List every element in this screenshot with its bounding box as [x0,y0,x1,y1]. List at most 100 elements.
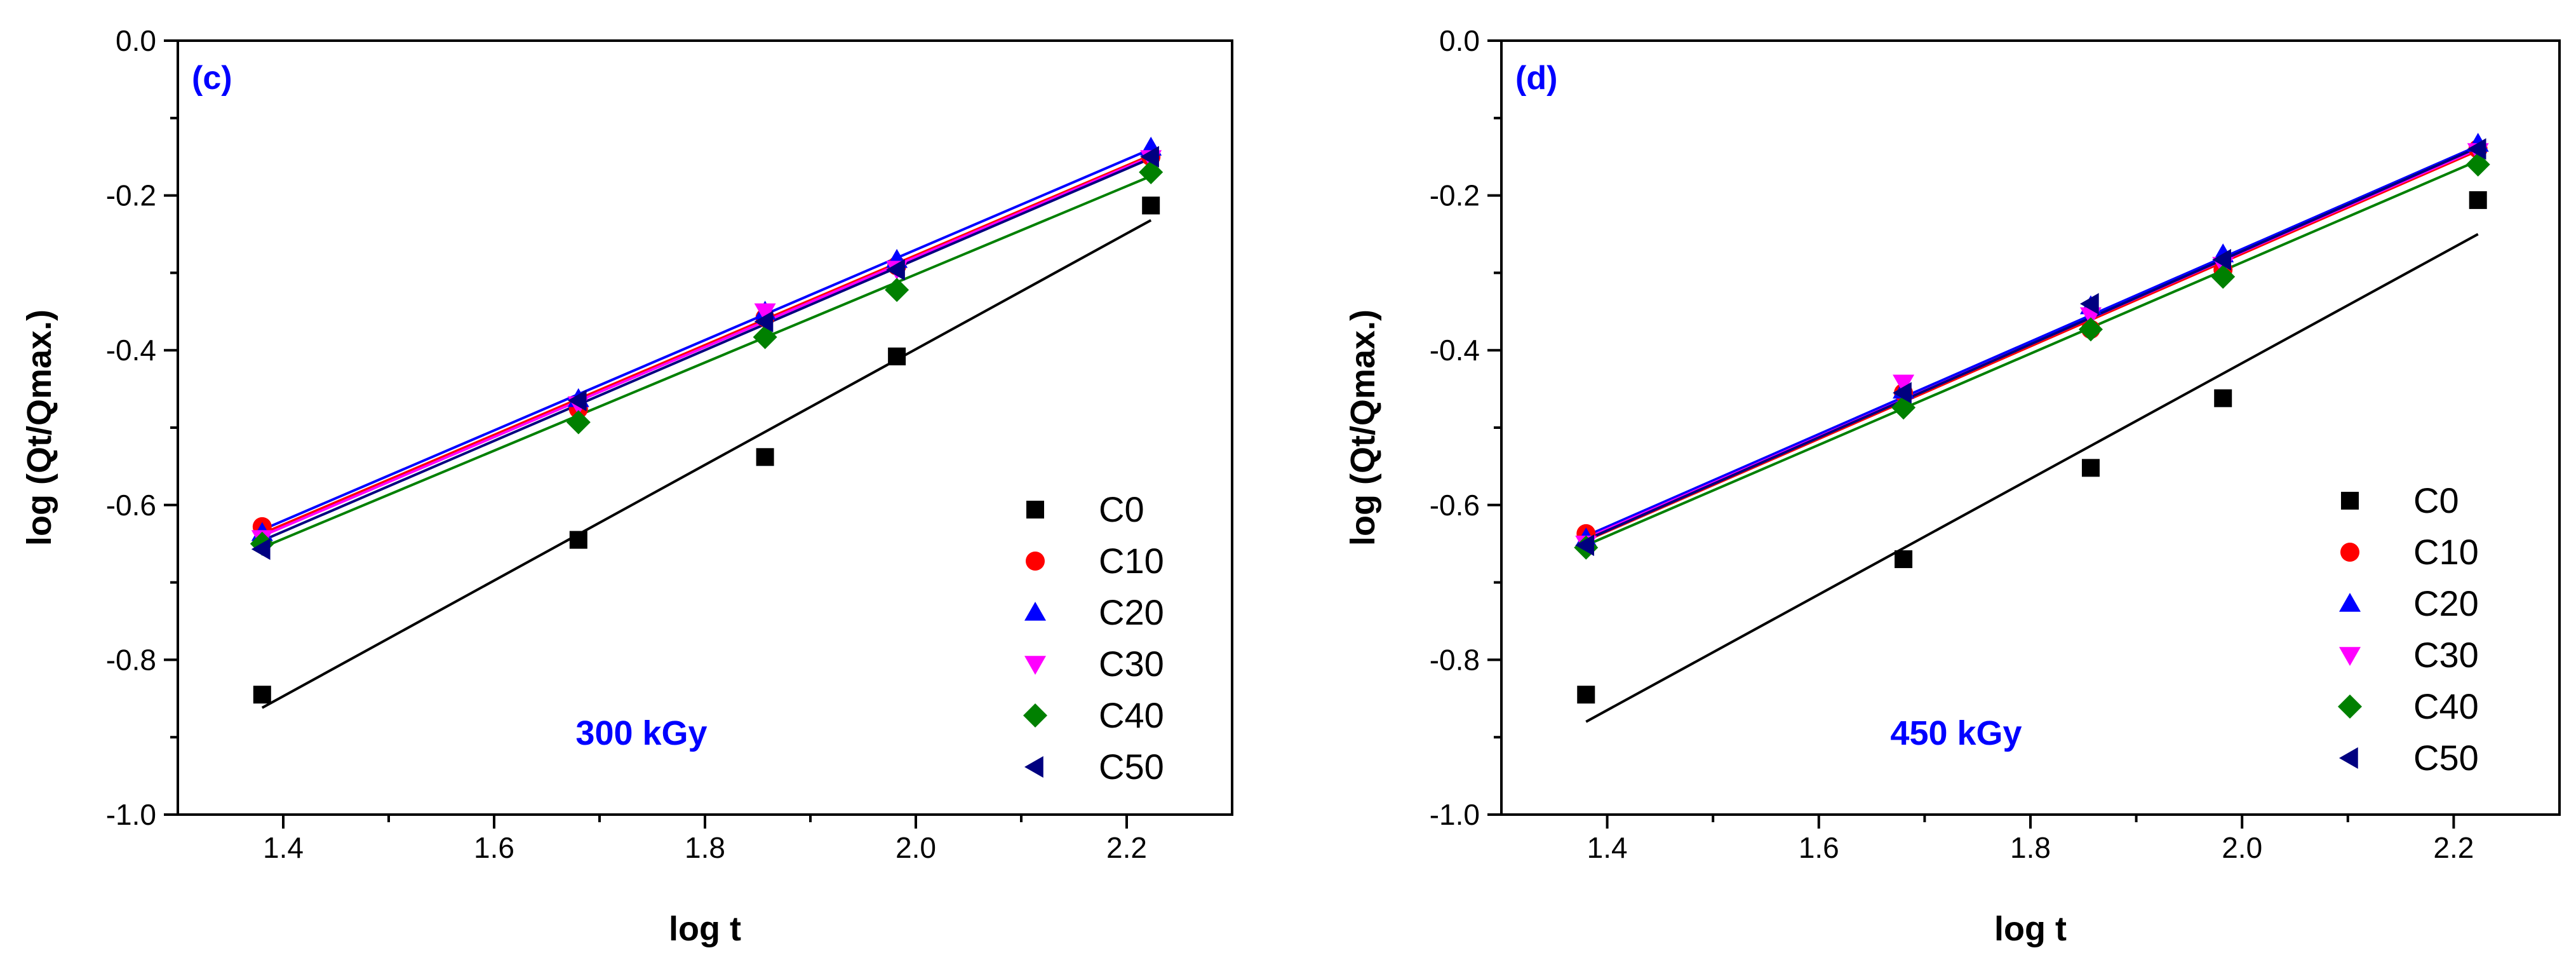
legend-marker-c40 [1023,703,1047,728]
data-point [2081,459,2100,477]
fit-line-c20 [262,147,1151,531]
y-tick-label: -0.8 [106,643,156,676]
y-tick-label: -0.6 [1430,489,1480,522]
legend-label-c50: C50 [2413,738,2479,778]
y-axis-label: log (Qt/Qmax.) [1344,309,1382,546]
legend-label-c30: C30 [2413,635,2479,675]
fit-line-c50 [1585,146,2479,541]
dose-annotation: 450 kGy [1890,714,2022,752]
legend-marker-c50 [2339,747,2358,769]
y-tick-label: -0.4 [1430,334,1480,367]
legend-marker-c50 [1024,756,1043,778]
fit-line-c40 [1585,159,2479,546]
x-tick-label: 2.2 [1106,831,1147,864]
legend-label-c20: C20 [2413,583,2479,623]
data-point [251,538,271,560]
legend-marker-c30 [1024,656,1046,675]
legend-marker-c30 [2339,647,2361,666]
data-point [569,531,587,549]
data-point [2469,191,2487,209]
legend-label-c20: C20 [1099,592,1164,632]
data-point [2212,248,2231,271]
data-point [253,686,271,704]
fit-line-c40 [262,175,1151,549]
panel-label: (d) [1515,60,1557,97]
y-tick-label: -0.8 [1430,643,1480,676]
x-tick-label: 1.4 [1587,831,1628,864]
series-c50 [251,146,1159,560]
data-point [1895,550,1913,569]
legend-label-c10: C10 [1099,541,1164,581]
legend-marker-c0 [1026,501,1044,518]
x-tick-label: 2.2 [2433,831,2474,864]
legend-marker-c10 [2340,543,2359,562]
plot-frame [1500,39,2561,816]
fit-line-c30 [262,155,1151,538]
legend-label-c30: C30 [1099,644,1164,684]
y-tick-label: -0.2 [106,179,156,212]
x-tick-label: 1.4 [263,831,304,864]
y-tick-label: -1.0 [106,798,156,831]
data-point [1575,534,1595,557]
x-tick-label: 1.6 [474,831,514,864]
chart-panel-1: 1.4 1.6 1.8 2.0 2.2 0.0 -0.2 -0.4 -0.6 -0.8 -1.0 lo… [20,24,1233,948]
data-point [885,278,909,302]
legend-label-c10: C10 [2413,532,2479,572]
legend-marker-c20 [1024,602,1046,621]
x-axis-label: log t [1994,910,2067,948]
series-c50 [1575,138,2486,557]
chart-panel-2: 1.4 1.6 1.8 2.0 2.2 0.0 -0.2 -0.4 -0.6 -0.8 -1.0 lo… [1344,24,2561,948]
data-point [1140,146,1159,168]
legend-marker-c40 [2338,695,2362,719]
fit-line-c10 [262,154,1151,535]
data-point [886,259,905,281]
panel-label: (c) [192,60,232,97]
data-point [2214,389,2232,407]
fit-line-c0 [1585,233,2479,723]
series-c0 [253,196,1160,704]
x-tick-label: 1.8 [2010,831,2051,864]
y-tick-label: 0.0 [1439,24,1480,57]
y-tick-label: 0.0 [116,24,156,57]
data-point [1893,382,1912,404]
legend: C0 C10 C20 C30 C40 C50 [2338,480,2479,778]
legend-label-c40: C40 [2413,686,2479,726]
legend-label-c50: C50 [1099,747,1164,787]
data-point [567,390,587,412]
dose-annotation: 300 kGy [575,714,707,752]
fit-line-c50 [262,157,1151,542]
x-tick-label: 2.0 [896,831,936,864]
data-point [754,311,774,333]
data-point [1893,374,1915,394]
plot-frame [177,39,1233,816]
legend-marker-c20 [2339,593,2361,612]
legend: C0 C10 C20 C30 C40 C50 [1023,489,1164,787]
fit-line-c0 [261,219,1152,709]
data-point [2467,138,2486,160]
y-tick-label: -0.2 [1430,179,1480,212]
x-axis-label: log t [669,910,741,948]
data-point [888,347,906,365]
data-point [754,303,776,323]
x-tick-label: 1.6 [1799,831,1839,864]
data-point [2079,293,2099,315]
legend-label-c40: C40 [1099,695,1164,735]
data-point [2211,264,2236,289]
legend-marker-c0 [2341,492,2359,510]
x-tick-label: 1.8 [685,831,725,864]
y-tick-label: -0.4 [106,334,156,367]
series-c10 [252,147,1161,536]
series-c0 [1577,191,2487,704]
data-point [1142,196,1160,215]
x-tick-label: 2.0 [2222,831,2262,864]
fit-line-c20 [1585,144,2479,538]
legend-label-c0: C0 [2413,480,2459,520]
y-tick-label: -0.6 [106,489,156,522]
y-tick-label: -1.0 [1430,798,1480,831]
data-point [1577,686,1595,704]
data-point [566,410,591,435]
data-point [2078,317,2103,342]
data-point [2465,152,2490,177]
